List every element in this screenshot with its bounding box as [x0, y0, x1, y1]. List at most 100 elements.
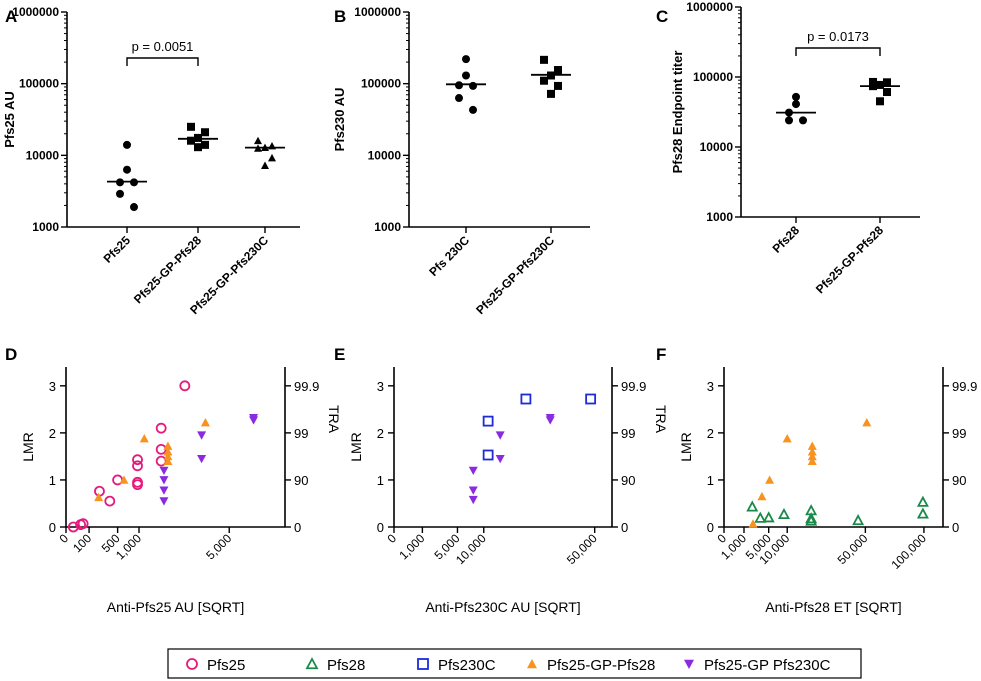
- y-tick-label: 10000: [368, 148, 402, 162]
- data-point: [197, 454, 207, 464]
- x-tick-label: 100,000: [888, 531, 929, 572]
- legend-marker: [186, 658, 198, 670]
- data-point: [179, 380, 191, 392]
- data-point: [197, 431, 207, 440]
- data-point: [782, 434, 792, 443]
- panel-letter: C: [656, 7, 668, 26]
- y-tick-label: 1000: [374, 220, 401, 234]
- x-tick-label: 1,000: [396, 531, 427, 562]
- data-point: [540, 55, 548, 64]
- panel-c: C 1000 10000 100000 1000000 Pfs28 Endpoint ti…: [656, 0, 920, 296]
- x-tick-label: Pfs25-GP-Pfs28: [813, 223, 886, 296]
- data-point: [554, 81, 562, 90]
- data-point: [807, 456, 817, 465]
- x-tick-label: 50,000: [564, 531, 600, 567]
- data-point: [201, 128, 209, 137]
- panel-f: F 0 1 2 3 0 90 99 99.9 LMR TRA Anti-Pfs28 ET [SQRT]…: [656, 345, 977, 615]
- y2-tick-label: 0: [952, 520, 959, 535]
- data-point: [132, 454, 143, 466]
- data-point: [159, 466, 169, 476]
- y-tick-label: 1: [707, 473, 714, 488]
- data-point: [94, 492, 104, 502]
- panel-letter: A: [5, 7, 17, 26]
- significance-bracket: [795, 47, 881, 56]
- y-tick-label: 10000: [26, 148, 60, 162]
- y2-tick-label: 99: [621, 426, 635, 441]
- data-point: [261, 161, 269, 169]
- data-point: [585, 393, 597, 405]
- data-point: [762, 511, 775, 523]
- panel-b: B 1000 10000 100000 1000000 Pfs230 AU Pfs 230C…: [332, 5, 590, 317]
- y-axis-label: LMR: [678, 432, 694, 462]
- data-point: [869, 77, 877, 86]
- data-point: [754, 511, 767, 523]
- data-point: [547, 89, 555, 98]
- data-point: [200, 418, 210, 427]
- data-point: [187, 136, 195, 145]
- y2-tick-label: 99: [294, 426, 308, 441]
- data-point: [468, 486, 478, 495]
- data-point: [799, 116, 807, 125]
- y-tick-label: 1: [49, 473, 56, 488]
- y-axis-label: Pfs25 AU: [2, 91, 17, 148]
- y2-tick-label: 99.9: [621, 379, 646, 394]
- data-point: [757, 491, 767, 501]
- data-point: [468, 495, 478, 505]
- legend-marker: [684, 659, 694, 669]
- data-point: [163, 456, 173, 465]
- y-axis-label: Pfs230 AU: [332, 88, 347, 152]
- p-value-label: p = 0.0051: [132, 39, 194, 54]
- x-tick-label: 100: [70, 531, 94, 555]
- data-point: [462, 55, 470, 64]
- y2-tick-label: 99.9: [952, 379, 977, 394]
- data-point: [130, 203, 138, 212]
- legend-label-pfs25-gp-pfs28: Pfs25-GP-Pfs28: [547, 657, 655, 674]
- data-point: [495, 454, 505, 464]
- panel-letter: E: [334, 345, 345, 364]
- legend: Pfs25 Pfs28 Pfs230C Pfs25-GP-Pfs28 Pfs25…: [167, 648, 862, 679]
- data-point: [462, 71, 470, 80]
- panel-letter: D: [5, 345, 17, 364]
- y2-axis-label: TRA: [653, 405, 669, 434]
- y-tick-label: 3: [377, 379, 384, 394]
- data-point: [746, 500, 759, 512]
- data-point: [807, 441, 817, 450]
- x-tick-label: 0: [56, 531, 71, 546]
- y-tick-label: 3: [707, 379, 714, 394]
- x-tick-label: 1,000: [113, 531, 144, 562]
- data-point: [254, 136, 262, 145]
- data-point: [77, 518, 89, 530]
- data-point: [520, 393, 532, 405]
- data-point: [268, 153, 276, 162]
- data-point: [159, 486, 169, 495]
- y2-tick-label: 99.9: [294, 379, 319, 394]
- data-point: [163, 447, 173, 456]
- y-tick-label: 1000: [706, 210, 733, 224]
- x-tick-label: Pfs25: [101, 233, 134, 266]
- data-point: [159, 497, 169, 506]
- data-point: [540, 76, 548, 85]
- y-tick-label: 0: [377, 520, 384, 535]
- x-tick-label: Pfs25-GP-Pfs28: [131, 233, 204, 306]
- y-tick-label: 1000000: [354, 5, 401, 19]
- x-tick-label: Pfs28: [770, 223, 803, 256]
- data-point: [469, 105, 477, 114]
- x-tick-label: 10,000: [453, 531, 489, 567]
- data-point: [805, 514, 818, 526]
- y-tick-label: 3: [49, 379, 56, 394]
- data-point: [187, 122, 195, 131]
- data-point: [807, 451, 817, 461]
- legend-marker: [305, 657, 319, 670]
- data-point: [119, 475, 129, 484]
- data-point: [455, 94, 463, 103]
- y-tick-label: 0: [49, 520, 56, 535]
- y-tick-label: 1000: [32, 220, 59, 234]
- panel-e: E 0 1 2 3 0 90 99 99.9 LMR TRA Anti-Pfs230C AU [SQR…: [334, 345, 669, 615]
- data-point: [883, 78, 891, 87]
- y2-tick-label: 0: [621, 520, 628, 535]
- data-point: [139, 434, 149, 443]
- y-axis-label: LMR: [348, 432, 364, 462]
- data-point: [876, 97, 884, 106]
